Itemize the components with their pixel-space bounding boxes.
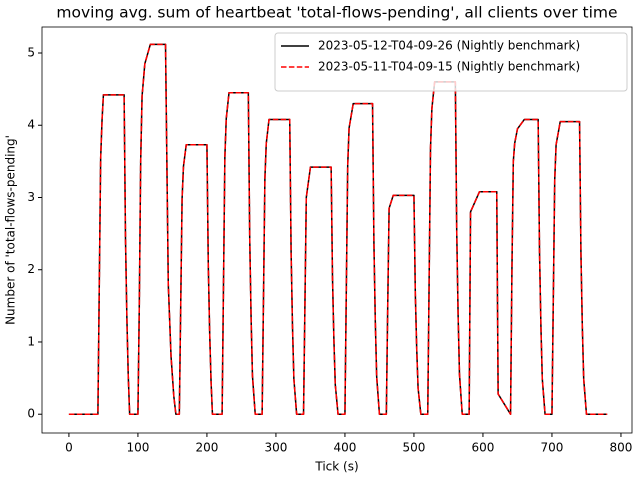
y-tick-label: 1 <box>27 334 35 348</box>
legend-label: 2023-05-12-T04-09-26 (Nightly benchmark) <box>318 39 580 53</box>
line-series <box>68 43 608 415</box>
x-tick-label: 800 <box>610 441 633 455</box>
x-tick-label: 600 <box>471 441 494 455</box>
x-tick-label: 500 <box>402 441 425 455</box>
y-tick-label: 2 <box>27 262 35 276</box>
x-tick-label: 300 <box>264 441 287 455</box>
x-tick-label: 400 <box>333 441 356 455</box>
y-tick-label: 3 <box>27 190 35 204</box>
legend-box <box>274 32 628 92</box>
x-tick-label: 100 <box>126 441 149 455</box>
x-axis-label: Tick (s) <box>314 460 358 474</box>
line-series <box>68 43 608 415</box>
y-tick-label: 5 <box>27 46 35 60</box>
y-tick-label: 4 <box>27 118 35 132</box>
y-axis-label: Number of 'total-flows-pending' <box>4 135 18 325</box>
x-tick-label: 700 <box>541 441 564 455</box>
y-tick-label: 0 <box>27 407 35 421</box>
plot-frame <box>41 26 633 434</box>
x-tick-label: 0 <box>65 441 73 455</box>
x-tick-label: 200 <box>195 441 218 455</box>
legend-label: 2023-05-11-T04-09-15 (Nightly benchmark) <box>318 60 580 74</box>
chart-title: moving avg. sum of heartbeat 'total-flow… <box>56 4 617 22</box>
